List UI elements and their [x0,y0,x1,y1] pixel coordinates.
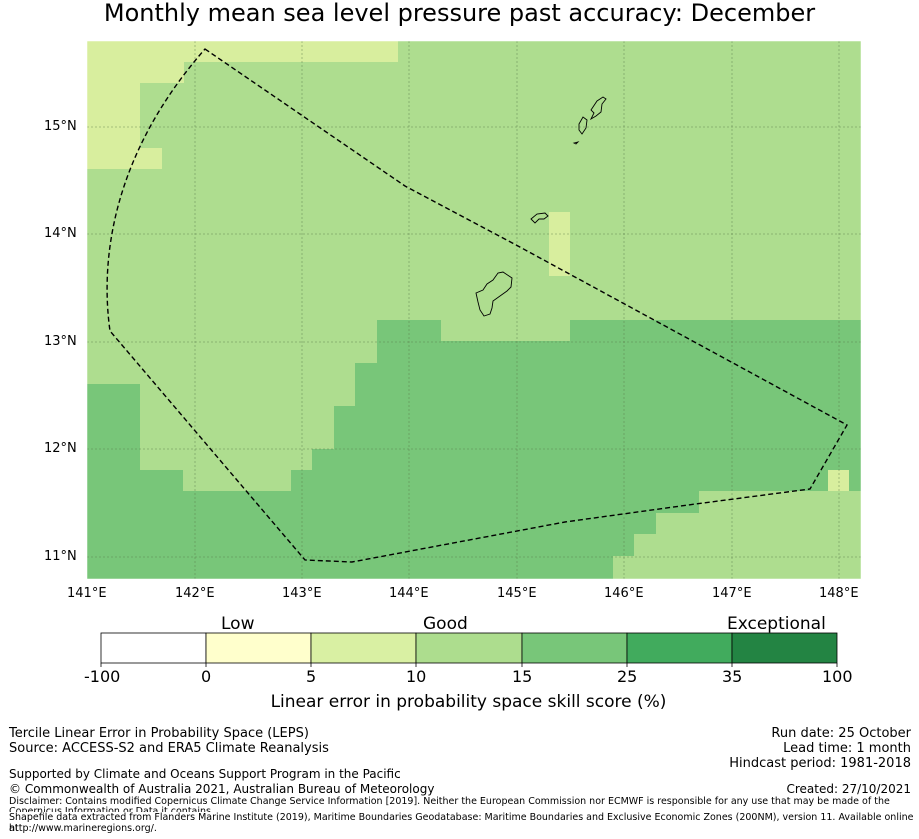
support-text: Supported by Climate and Oceans Support … [9,767,401,781]
skill-region-medium [87,320,861,579]
island-coastlines [475,96,607,317]
lon-label-141e: 141°E [67,586,107,601]
aguijan-coastline [572,141,580,145]
colorbar-segment-1 [100,632,207,664]
colorbar-ticks [100,663,838,667]
colorbar-tick-10: 10 [406,667,427,686]
source-text: Source: ACCESS-S2 and ERA5 Climate Reana… [9,741,329,756]
lat-label-11n: 11°N [44,549,77,564]
rota-coastline [530,212,549,224]
lat-label-12n: 12°N [44,441,77,456]
colorbar-segment-6 [626,632,733,664]
colorbar-tick-5: 5 [306,667,317,686]
colorbar-segment-7 [731,632,838,664]
colorbar-title: Linear error in probability space skill … [270,692,667,712]
colorbar-tick-25: 25 [617,667,638,686]
chart-title: Monthly mean sea level pressure past acc… [103,0,816,27]
category-exceptional: Exceptional [727,614,826,634]
shapefile-line-1: Shapefile data extracted from Flanders M… [9,812,919,834]
colorbar-segment-4 [415,632,523,664]
lon-label-142e: 142°E [175,586,215,601]
lat-label-15n: 15°N [44,119,77,134]
category-good: Good [423,614,468,634]
lon-label-143e: 143°E [282,586,322,601]
method-text: Tercile Linear Error in Probability Spac… [9,726,309,741]
lead-time-text: Lead time: 1 month [783,741,911,756]
gridlines [87,41,861,579]
copyright-text: © Commonwealth of Australia 2021, Austra… [9,782,435,796]
run-date-text: Run date: 25 October [771,726,911,741]
colorbar-tick-0: 0 [201,667,212,686]
hindcast-text: Hindcast period: 1981-2018 [729,756,911,771]
colorbar-segment-2 [205,632,312,664]
lon-label-144e: 144°E [389,586,429,601]
skill-region-lightest [87,41,849,491]
colorbar-tick-15: 15 [512,667,533,686]
lon-label-147e: 147°E [712,586,752,601]
lon-label-145e: 145°E [497,586,537,601]
lat-label-14n: 14°N [44,226,77,241]
colorbar-tick-100: 100 [822,667,853,686]
disclaimer-line-1: Disclaimer: Contains modified Copernicus… [9,796,890,807]
saipan-coastline [589,96,607,121]
colorbar [100,632,838,664]
created-text: Created: 27/10/2021 [786,782,911,796]
colorbar-segment-3 [310,632,417,664]
category-low: Low [221,614,255,634]
tinian-coastline [578,116,588,135]
disclaimer-line-2: Copernicus Information or Data it contai… [9,806,214,817]
colorbar-tick-35: 35 [722,667,743,686]
lon-label-146e: 146°E [604,586,644,601]
map-frame [86,40,862,580]
colorbar-segment-5 [521,632,628,664]
lat-label-13n: 13°N [44,334,77,349]
lon-label-148e: 148°E [819,586,859,601]
guam-coastline [475,271,513,317]
eez-outline [106,48,848,563]
colorbar-tick-neg100: -100 [84,667,121,686]
shapefile-line-2: http://www.marineregions.org/. [9,823,157,834]
